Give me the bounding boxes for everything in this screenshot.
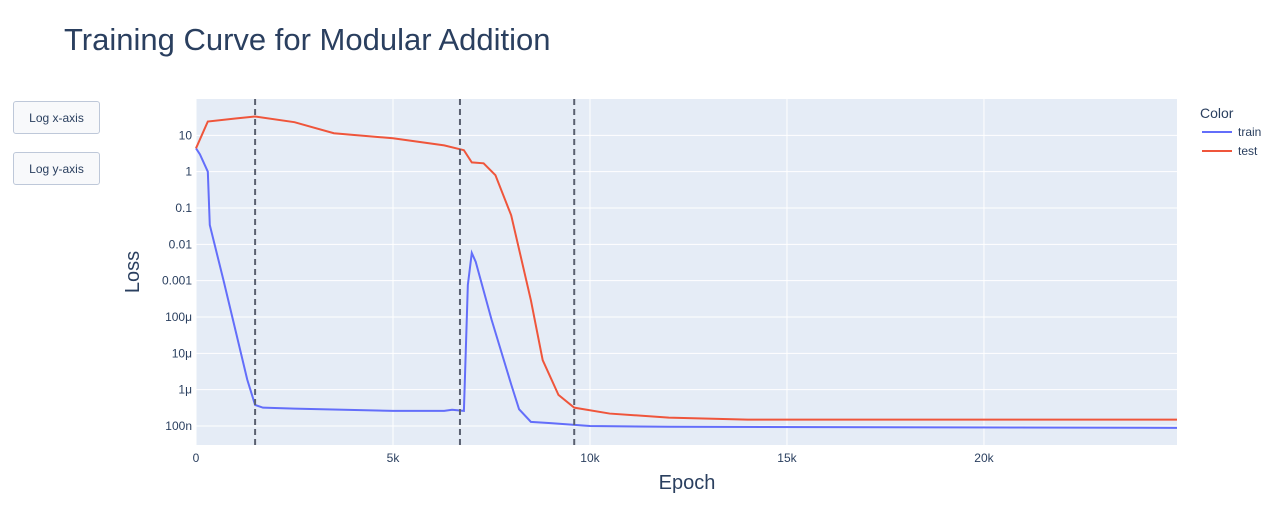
legend-label: test [1238,144,1258,158]
y-tick-label: 10 [179,128,193,142]
y-tick-label: 10μ [172,346,192,360]
y-tick-label: 0.01 [169,237,193,251]
series-line [195,147,1178,429]
plot-area [196,99,1177,445]
chart-title: Training Curve for Modular Addition [64,22,550,57]
log-x-button[interactable]: Log x-axis [13,101,100,134]
series-line [195,115,1177,421]
y-tick-label: 0.1 [175,201,192,215]
x-tick-label: 20k [974,451,994,465]
legend-label: train [1238,125,1261,139]
y-tick-label: 100μ [165,310,192,324]
y-tick-label: 0.001 [162,274,192,288]
x-tick-label: 5k [387,451,401,465]
x-tick-label: 15k [777,451,797,465]
x-tick-label: 0 [193,451,200,465]
x-axis-title: Epoch [659,472,716,494]
y-tick-label: 1 [185,165,192,179]
x-tick-label: 10k [580,451,600,465]
y-axis-title: Loss [122,251,144,293]
log-y-button[interactable]: Log y-axis [13,152,100,185]
legend-title: Color [1200,105,1234,121]
y-tick-label: 100n [165,419,192,433]
y-tick-label: 1μ [178,383,192,397]
